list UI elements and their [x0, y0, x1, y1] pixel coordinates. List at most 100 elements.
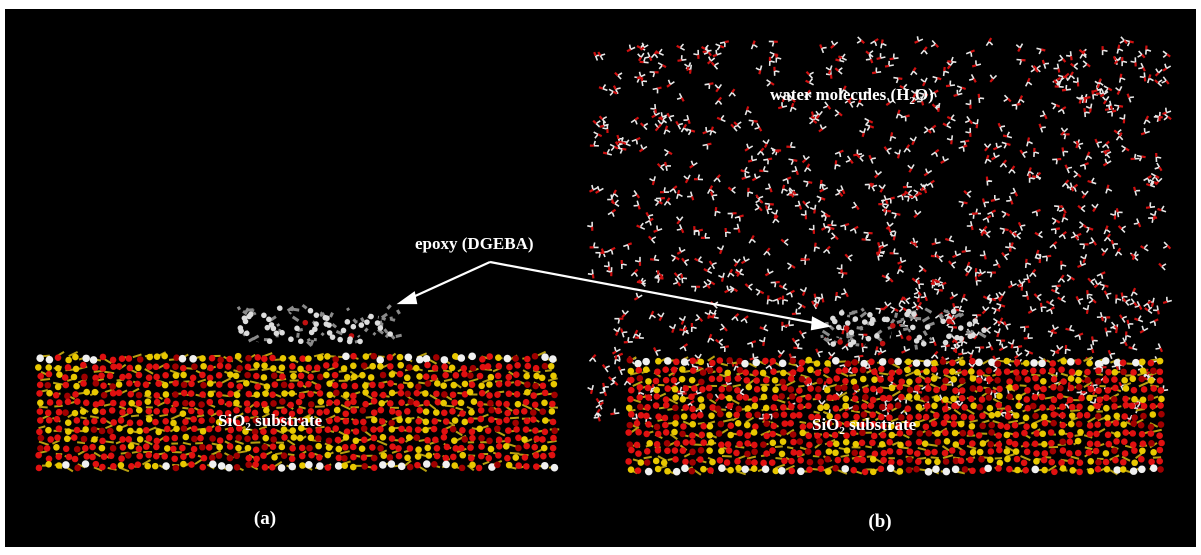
atom	[862, 469, 869, 476]
epoxy-atom	[972, 318, 978, 324]
atom	[870, 386, 877, 393]
atom	[505, 380, 512, 387]
atom	[984, 465, 992, 473]
atom	[359, 445, 366, 452]
atom	[368, 374, 375, 381]
atom	[1040, 378, 1047, 385]
atom	[628, 466, 635, 473]
atom	[1068, 385, 1075, 392]
atom	[934, 395, 941, 402]
epoxy-atom	[378, 325, 384, 331]
atom	[772, 394, 779, 401]
atom	[395, 445, 402, 452]
atom	[1021, 430, 1028, 437]
atom	[726, 357, 733, 364]
epoxy-atom	[910, 325, 916, 331]
atom	[859, 440, 866, 447]
atom	[361, 437, 368, 444]
atom	[1123, 385, 1130, 392]
atom	[485, 455, 492, 462]
atom	[1040, 386, 1047, 393]
atom	[887, 403, 894, 410]
atom	[118, 462, 125, 469]
atom	[736, 430, 743, 437]
atom	[788, 403, 795, 410]
epoxy-atom	[267, 338, 273, 344]
atom	[173, 426, 180, 433]
atom	[707, 367, 714, 374]
atom	[233, 453, 240, 460]
atom	[190, 375, 197, 382]
epoxy-atom	[308, 308, 314, 314]
atom	[769, 358, 776, 365]
atom	[407, 445, 414, 452]
atom	[495, 354, 502, 361]
atom	[73, 366, 80, 373]
atom	[488, 407, 495, 414]
atom	[833, 405, 840, 412]
atom	[642, 358, 650, 366]
atom	[181, 390, 188, 397]
atom	[961, 369, 968, 376]
atom	[879, 404, 886, 411]
atom	[924, 377, 931, 384]
atom	[503, 417, 510, 424]
atom	[690, 367, 697, 374]
atom	[332, 425, 339, 432]
atom	[341, 462, 348, 469]
atom	[790, 412, 797, 419]
atom	[397, 362, 404, 369]
atom	[805, 394, 812, 401]
atom	[727, 432, 734, 439]
atom	[318, 398, 325, 405]
atom	[46, 417, 53, 424]
atom	[1075, 450, 1082, 457]
epoxy-atom	[265, 325, 271, 331]
atom	[369, 363, 376, 370]
atom	[806, 466, 813, 473]
atom	[1150, 367, 1157, 374]
atom	[288, 463, 296, 471]
atom	[479, 356, 486, 363]
atom	[217, 437, 224, 444]
atom	[1122, 429, 1129, 436]
atom	[71, 374, 78, 381]
atom	[261, 374, 268, 381]
atom	[404, 391, 411, 398]
atom	[833, 375, 840, 382]
atom	[940, 358, 947, 365]
atom	[469, 435, 476, 442]
atom	[674, 440, 681, 447]
atom	[664, 468, 671, 475]
atom	[423, 419, 430, 426]
atom	[539, 436, 546, 443]
atom	[254, 354, 261, 361]
atom	[1095, 413, 1102, 420]
atom	[485, 363, 492, 370]
atom	[325, 464, 332, 471]
atom	[246, 391, 253, 398]
atom	[161, 453, 168, 460]
atom	[389, 443, 396, 450]
atom	[486, 353, 493, 360]
atom	[1105, 369, 1112, 376]
atom	[47, 436, 54, 443]
atom	[110, 445, 117, 452]
atom	[1113, 438, 1120, 445]
atom	[164, 426, 171, 433]
atom	[1105, 441, 1112, 448]
atom	[136, 407, 143, 414]
atom	[423, 355, 431, 363]
atom	[161, 353, 168, 360]
atom	[216, 391, 223, 398]
epoxy-atom	[830, 316, 836, 322]
atom	[1013, 369, 1020, 376]
atom	[1148, 459, 1155, 466]
atom	[91, 418, 98, 425]
atom	[179, 355, 187, 363]
atom	[1032, 375, 1039, 382]
atom	[341, 455, 348, 462]
atom	[326, 418, 333, 425]
atom	[431, 418, 438, 425]
atom	[521, 408, 528, 415]
